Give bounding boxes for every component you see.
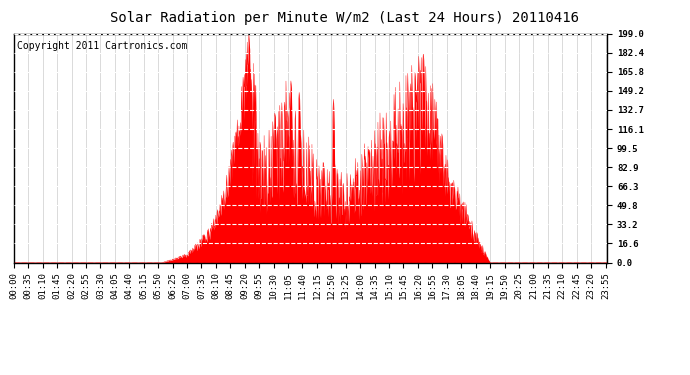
Text: Solar Radiation per Minute W/m2 (Last 24 Hours) 20110416: Solar Radiation per Minute W/m2 (Last 24… bbox=[110, 11, 580, 25]
Text: Copyright 2011 Cartronics.com: Copyright 2011 Cartronics.com bbox=[17, 40, 187, 51]
